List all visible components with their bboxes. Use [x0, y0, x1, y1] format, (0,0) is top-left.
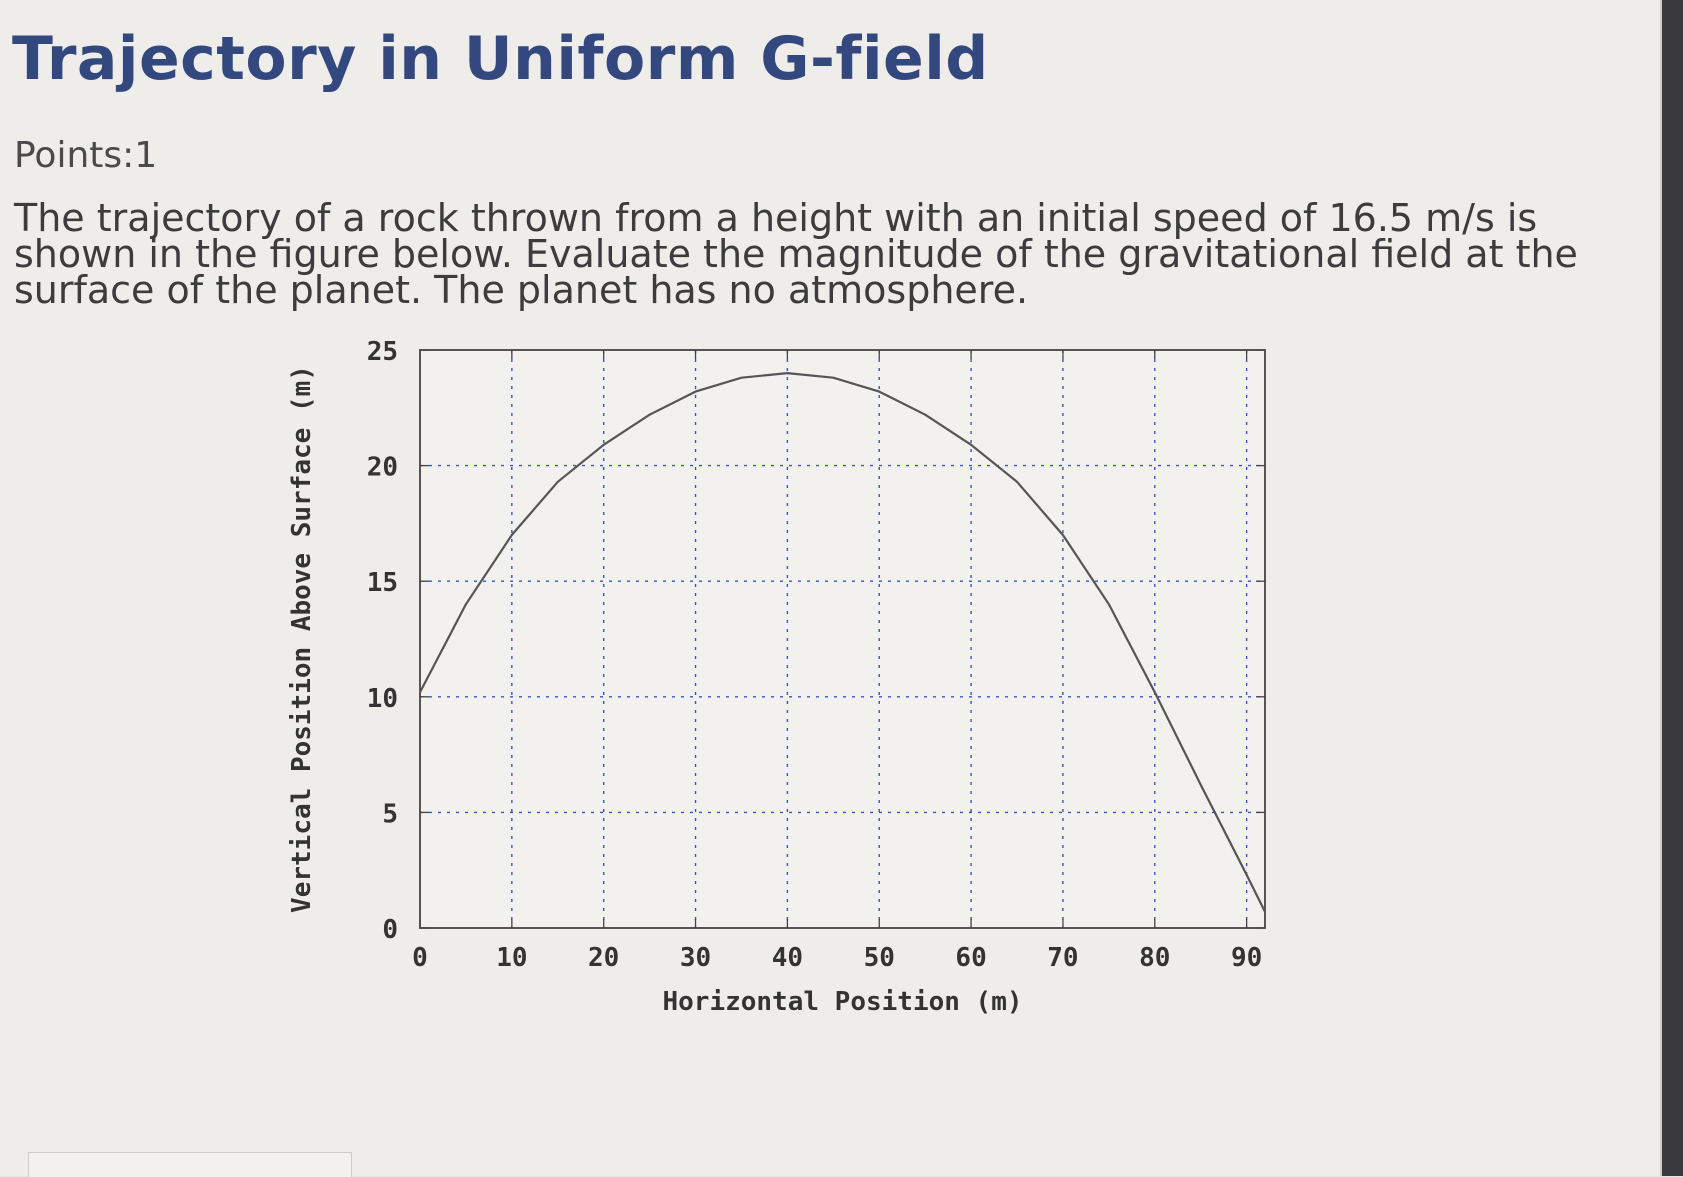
plot-frame — [419, 349, 1266, 929]
trajectory-chart: 0 10 20 30 40 50 60 70 80 90 0 5 10 15 20 25 Horizontal … — [280, 340, 1340, 1100]
x-axis-label: Horizontal Position (m) — [662, 987, 1022, 1017]
x-tick-label-10: 10 — [496, 943, 527, 973]
y-tick-label-0: 0 — [382, 915, 398, 945]
x-tick-label-20: 20 — [588, 943, 619, 973]
y-tick-label-5: 5 — [382, 799, 398, 829]
y-tick-label-25: 25 — [367, 340, 398, 367]
y-tick-label-15: 15 — [367, 568, 398, 598]
answer-box-edge[interactable] — [28, 1152, 352, 1177]
points-label: Points:1 — [14, 135, 158, 176]
y-axis-label: Vertical Position Above Surface (m) — [287, 365, 317, 913]
y-tick-label-20: 20 — [367, 453, 398, 483]
x-tick-label-70: 70 — [1047, 943, 1078, 973]
x-tick-label-80: 80 — [1139, 943, 1170, 973]
x-tick-label-0: 0 — [412, 943, 428, 973]
x-tick-label-60: 60 — [955, 943, 986, 973]
trajectory-chart-svg: 0 10 20 30 40 50 60 70 80 90 0 5 10 15 20 25 Horizontal … — [287, 340, 1266, 1017]
question-text: The trajectory of a rock thrown from a h… — [14, 196, 1578, 312]
trajectory-curve-series-0 — [419, 371, 1266, 913]
question-title: Trajectory in Uniform G-field — [12, 24, 989, 94]
window-edge — [1662, 0, 1683, 1176]
plot-background — [420, 350, 1265, 928]
x-tick-label-90: 90 — [1231, 943, 1262, 973]
x-tick-label-40: 40 — [772, 943, 803, 973]
y-tick-label-10: 10 — [367, 684, 398, 714]
x-tick-label-50: 50 — [864, 943, 895, 973]
x-tick-label-30: 30 — [680, 943, 711, 973]
